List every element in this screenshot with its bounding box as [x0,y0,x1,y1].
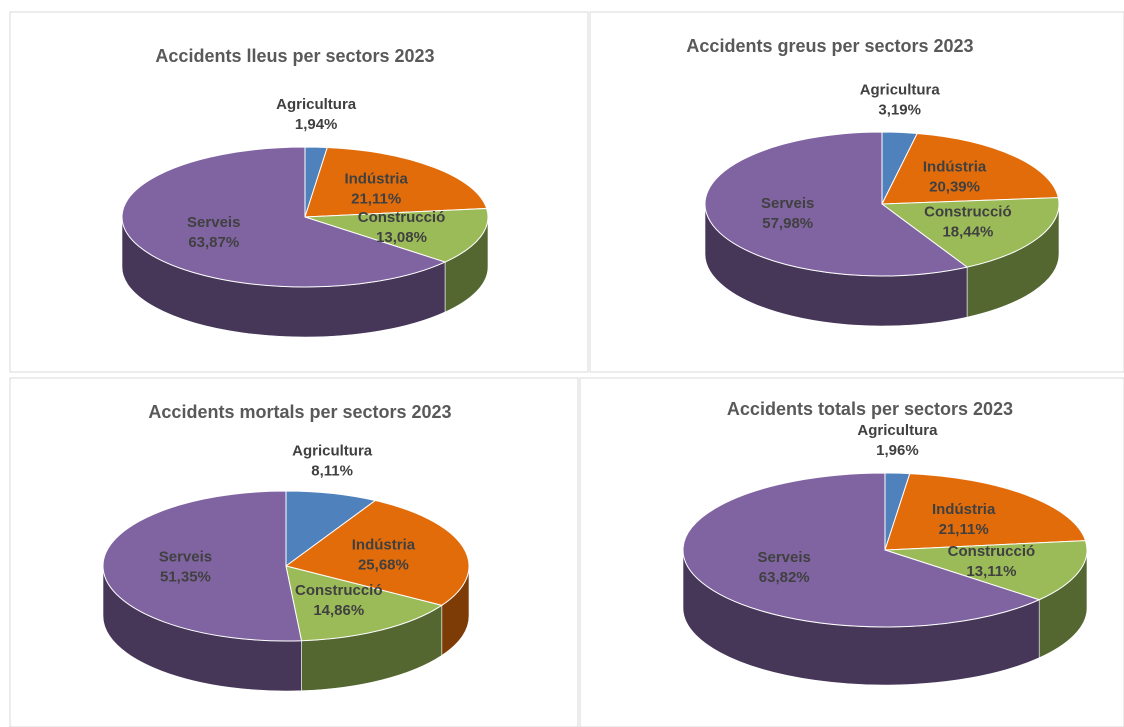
chart-title: Accidents greus per sectors 2023 [686,36,973,56]
slice-label: Serveis [159,549,212,566]
slice-value-label: 13,11% [966,563,1016,580]
pie-slice [704,131,969,277]
slice-label: Serveis [761,195,814,212]
slice-label: Indústria [352,537,416,554]
slice-value-label: 21,11% [351,191,401,208]
pie-slice [304,207,489,263]
slice-label: Agricultura [857,422,938,439]
pie-slice [121,146,447,288]
pie-slice [102,490,303,642]
slice-value-label: 21,11% [939,521,989,538]
slice-value-label: 25,68% [358,557,409,574]
slice-value-label: 57,98% [762,215,813,232]
pie-slice [682,472,1041,628]
panel [589,11,1124,373]
slice-value-label: 8,11% [311,462,353,479]
slice-label: Indústria [932,501,996,518]
slice-label: Construcció [948,543,1036,560]
pie-slice [285,490,377,567]
chart-title: Accidents totals per sectors 2023 [727,399,1013,419]
slice-label: Agricultura [860,81,941,98]
slice-value-label: 51,35% [160,569,211,586]
pie-slice [881,132,1059,205]
slice-label: Construcció [295,582,383,599]
slice-value-label: 1,96% [876,442,919,459]
slice-value-label: 3,19% [878,101,921,118]
slice-value-label: 13,08% [376,229,427,246]
chart-title: Accidents lleus per sectors 2023 [155,46,434,66]
panel [9,11,589,373]
pie-slice [884,473,1087,551]
chart-title: Accidents mortals per sectors 2023 [148,402,451,422]
pie-slice [880,197,1060,268]
slice-value-label: 63,87% [188,234,239,251]
slice-label: Serveis [758,549,811,566]
slice-value-label: 20,39% [929,179,980,196]
slice-label: Construcció [924,204,1012,221]
pie-slice [304,147,488,218]
slice-label: Indústria [923,159,987,176]
pie-slice [884,540,1088,601]
slice-label: Serveis [187,214,240,231]
panel [579,377,1124,727]
pie-slice [285,565,444,642]
pie-slice [284,499,470,606]
slice-label: Agricultura [292,442,373,459]
slice-value-label: 63,82% [759,569,810,586]
slice-value-label: 14,86% [313,602,364,619]
slice-label: Agricultura [276,96,357,113]
slice-label: Indústria [344,171,408,188]
slice-value-label: 1,94% [295,116,338,133]
slice-value-label: 18,44% [942,224,993,241]
panel [9,377,579,727]
slice-label: Construcció [358,209,446,226]
